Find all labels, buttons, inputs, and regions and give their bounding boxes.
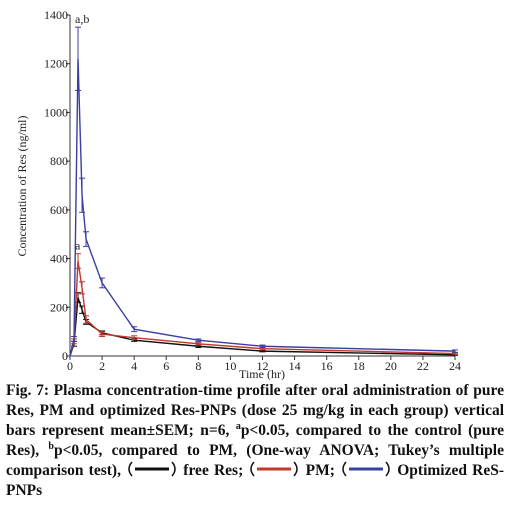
x-axis-label: Time (hr) bbox=[239, 367, 285, 380]
error-bar bbox=[195, 342, 202, 346]
error-bar bbox=[79, 177, 86, 213]
y-tick-label: 1400 bbox=[44, 8, 68, 22]
error-bar bbox=[131, 326, 138, 333]
paren bbox=[293, 461, 299, 477]
caption-text: p<0.05, compared to the control (pure Re… bbox=[6, 422, 504, 459]
paren bbox=[385, 461, 390, 477]
series-line bbox=[69, 260, 456, 357]
separator: ; bbox=[329, 462, 335, 479]
x-tick-label: 0 bbox=[67, 359, 73, 373]
x-tick-label: 18 bbox=[353, 359, 365, 373]
error-bar bbox=[195, 338, 202, 342]
x-tick-label: 2 bbox=[99, 359, 105, 373]
x-tick-label: 10 bbox=[224, 359, 236, 373]
error-bar bbox=[259, 344, 266, 348]
y-tick-label: 600 bbox=[50, 203, 68, 217]
error-bar bbox=[71, 336, 78, 342]
error-bar bbox=[83, 231, 90, 247]
y-tick-label: 800 bbox=[50, 154, 68, 168]
annotation: a bbox=[75, 239, 81, 253]
x-tick-label: 20 bbox=[385, 359, 397, 373]
paren bbox=[250, 461, 256, 477]
x-tick-label: 4 bbox=[131, 359, 137, 373]
y-tick-label: 1200 bbox=[44, 57, 68, 71]
y-tick-label: 1000 bbox=[44, 105, 68, 119]
separator: ; bbox=[238, 462, 244, 479]
legend-swatch bbox=[250, 461, 299, 477]
paren bbox=[128, 461, 133, 477]
caption-text: p<0.05, compared to PM, (One-way ANOVA; … bbox=[6, 442, 504, 479]
paren bbox=[342, 461, 347, 477]
error-bar bbox=[131, 335, 138, 341]
error-bar bbox=[83, 315, 90, 324]
y-tick-label: 400 bbox=[50, 252, 68, 266]
error-bar bbox=[75, 26, 82, 92]
superscript: b bbox=[48, 440, 54, 452]
x-tick-label: 24 bbox=[449, 359, 461, 373]
legend-swatch bbox=[128, 461, 176, 477]
legend-label: Optimized ReS-PNPs bbox=[6, 462, 505, 499]
x-tick-label: 12 bbox=[257, 359, 269, 373]
x-tick-label: 8 bbox=[195, 359, 201, 373]
error-bar bbox=[79, 281, 86, 295]
error-bar bbox=[75, 253, 82, 269]
x-tick-label: 6 bbox=[163, 359, 169, 373]
error-bar bbox=[99, 277, 106, 289]
legend-label: PM bbox=[305, 462, 330, 479]
paren bbox=[171, 461, 176, 477]
y-tick-label: 0 bbox=[62, 349, 68, 363]
annotation: a,b bbox=[75, 12, 89, 26]
error-bar bbox=[452, 349, 458, 353]
x-tick-label: 22 bbox=[417, 359, 429, 373]
legend: free Res; PM; Optimized ReS-PNPs bbox=[6, 461, 505, 499]
legend-swatch bbox=[342, 461, 390, 477]
caption: Fig. 7: Plasma concentration-time profil… bbox=[6, 381, 504, 501]
y-tick-label: 200 bbox=[50, 300, 68, 314]
caption-text: Fig. 7: Plasma concentration-time profil… bbox=[6, 382, 504, 439]
chart: Concentration of Res (ng/ml) Time (hr) 0… bbox=[15, 8, 461, 380]
legend-label: free Res bbox=[183, 462, 239, 479]
x-tick-label: 16 bbox=[321, 359, 333, 373]
error-bar bbox=[99, 331, 106, 338]
series-line bbox=[69, 58, 456, 357]
superscript: a bbox=[235, 420, 241, 432]
y-axis-label: Concentration of Res (ng/ml) bbox=[15, 116, 29, 257]
x-tick-label: 14 bbox=[289, 359, 301, 373]
